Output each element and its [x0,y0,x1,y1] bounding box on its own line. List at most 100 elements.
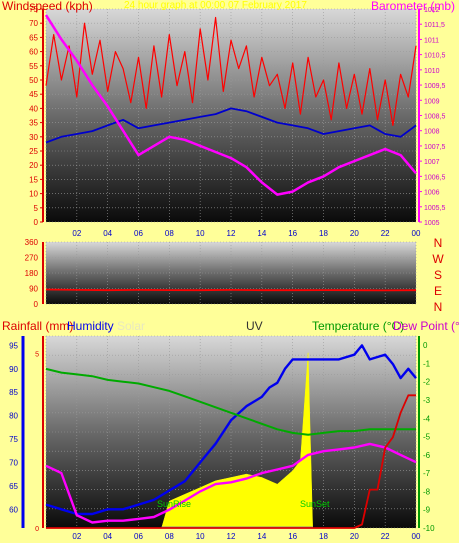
direction-tick-label: 90 [29,285,38,294]
compass-label: E [434,284,442,298]
x-tick-label: 04 [103,532,112,541]
direction-tick-label: 180 [25,269,39,278]
direction-tick-label: 360 [25,238,39,247]
temperature-tick-label: -8 [423,487,431,496]
humidity-axis-label: Humidity [67,319,114,333]
barometer-tick-label: 1005 [424,220,440,227]
x-tick-label: 18 [319,229,328,238]
x-tick-label: 12 [227,532,236,541]
temperature-tick-label: -2 [423,378,431,387]
windspeed-tick-label: 35 [29,119,38,128]
compass-label: W [432,252,444,266]
temperature-tick-label: -4 [423,414,431,423]
barometer-tick-label: 1011,5 [424,22,445,29]
windspeed-tick-label: 25 [29,147,38,156]
average-line [45,107,417,144]
windspeed-tick-label: 70 [29,19,38,28]
chart-title: 24 hour graph at 00:00 07 February 2017 [124,0,307,11]
rainfall-line [46,394,416,529]
windspeed-tick-label: 45 [29,90,38,99]
x-tick-label: 16 [288,532,297,541]
x-tick-label: 10 [196,229,205,238]
humidity-tick-label: 60 [9,505,18,514]
windspeed-tick-label: 5 [34,204,39,213]
x-tick-label: 12 [227,229,236,238]
temperature-axis-label: Temperature (°C) [312,319,405,333]
x-tick-label: 20 [350,229,359,238]
x-tick-label: 04 [103,229,112,238]
humidity-line [45,344,417,516]
windspeed-tick-label: 60 [29,48,38,57]
barometer-tick-label: 1010,5 [424,53,446,60]
barometer-tick-label: 1005,5 [424,205,446,212]
barometer-tick-label: 1007 [424,159,440,166]
barometer-tick-label: 1011 [424,37,439,44]
solar-axis-label: Solar [117,319,146,333]
windspeed-tick-label: 0 [34,218,39,227]
windspeed-tick-label: 20 [29,161,38,170]
compass-label: S [434,268,442,282]
x-tick-label: 06 [134,229,143,238]
compass-label: N [434,300,443,314]
x-tick-label: 00 [412,532,421,541]
barometer-line [44,14,417,196]
uv-axis-label: UV [246,319,263,333]
humidity-tick-label: 65 [9,482,18,491]
rainfall-tick-label: 0 [35,526,39,533]
x-tick-label: 02 [72,229,81,238]
windspeed-tick-label: 30 [29,133,38,142]
x-tick-label: 16 [288,229,297,238]
temperature-tick-label: -3 [423,396,431,405]
x-tick-label: 08 [165,532,174,541]
windspeed-tick-label: 50 [29,76,38,85]
temperature-tick-label: 0 [423,341,428,350]
dewpoint-line [45,442,417,524]
windspeed-tick-label: 15 [29,175,38,184]
wind-direction-line [45,288,417,292]
windspeed-axis-label: Windspeed (kph) [2,0,93,13]
x-tick-label: 14 [257,229,266,238]
windspeed-tick-label: 40 [29,104,38,113]
humidity-tick-label: 90 [9,365,18,374]
dewpoint-axis-label: Dew Point (°C [393,319,459,333]
direction-tick-label: 0 [34,300,39,309]
barometer-tick-label: 1010 [424,68,440,75]
barometer-tick-label: 1007,5 [424,144,446,151]
x-tick-label: 14 [257,532,266,541]
x-tick-label: 22 [381,229,390,238]
x-tick-label: 06 [134,532,143,541]
windspeed-tick-label: 65 [29,33,38,42]
x-tick-label: 20 [350,532,359,541]
barometer-tick-label: 1006 [424,190,440,197]
x-tick-label: 10 [196,532,205,541]
temperature-tick-label: -9 [423,506,431,515]
x-tick-label: 02 [72,532,81,541]
barometer-tick-label: 1006,5 [424,174,446,181]
windspeed-tick-label: 55 [29,62,38,71]
barometer-tick-label: 1008,5 [424,114,446,121]
gust-line [45,16,417,127]
rainfall-axis-label: Rainfall (mm) [2,319,74,333]
x-tick-label: 00 [412,229,421,238]
windspeed-tick-label: 75 [29,5,38,14]
x-tick-label: 22 [381,532,390,541]
barometer-tick-label: 1009 [424,98,440,105]
humidity-tick-label: 70 [9,458,18,467]
humidity-tick-label: 85 [9,388,18,397]
humidity-tick-label: 95 [9,341,18,350]
sunrise-annotation: SunRise [157,499,192,509]
rainfall-tick-label: 5 [35,351,39,358]
x-tick-label: 08 [165,229,174,238]
temperature-tick-label: -1 [423,359,431,368]
barometer-tick-label: 1008 [424,129,440,136]
barometer-tick-label: 1012 [424,7,440,14]
temperature-line [45,367,416,436]
humidity-tick-label: 80 [9,412,18,421]
compass-label: N [434,236,443,250]
x-tick-label: 18 [319,532,328,541]
temperature-tick-label: -10 [423,524,435,533]
barometer-axis-label: Barometer (mb) [371,0,456,13]
sunset-annotation: SunSet [300,499,330,509]
temperature-tick-label: -7 [423,469,431,478]
